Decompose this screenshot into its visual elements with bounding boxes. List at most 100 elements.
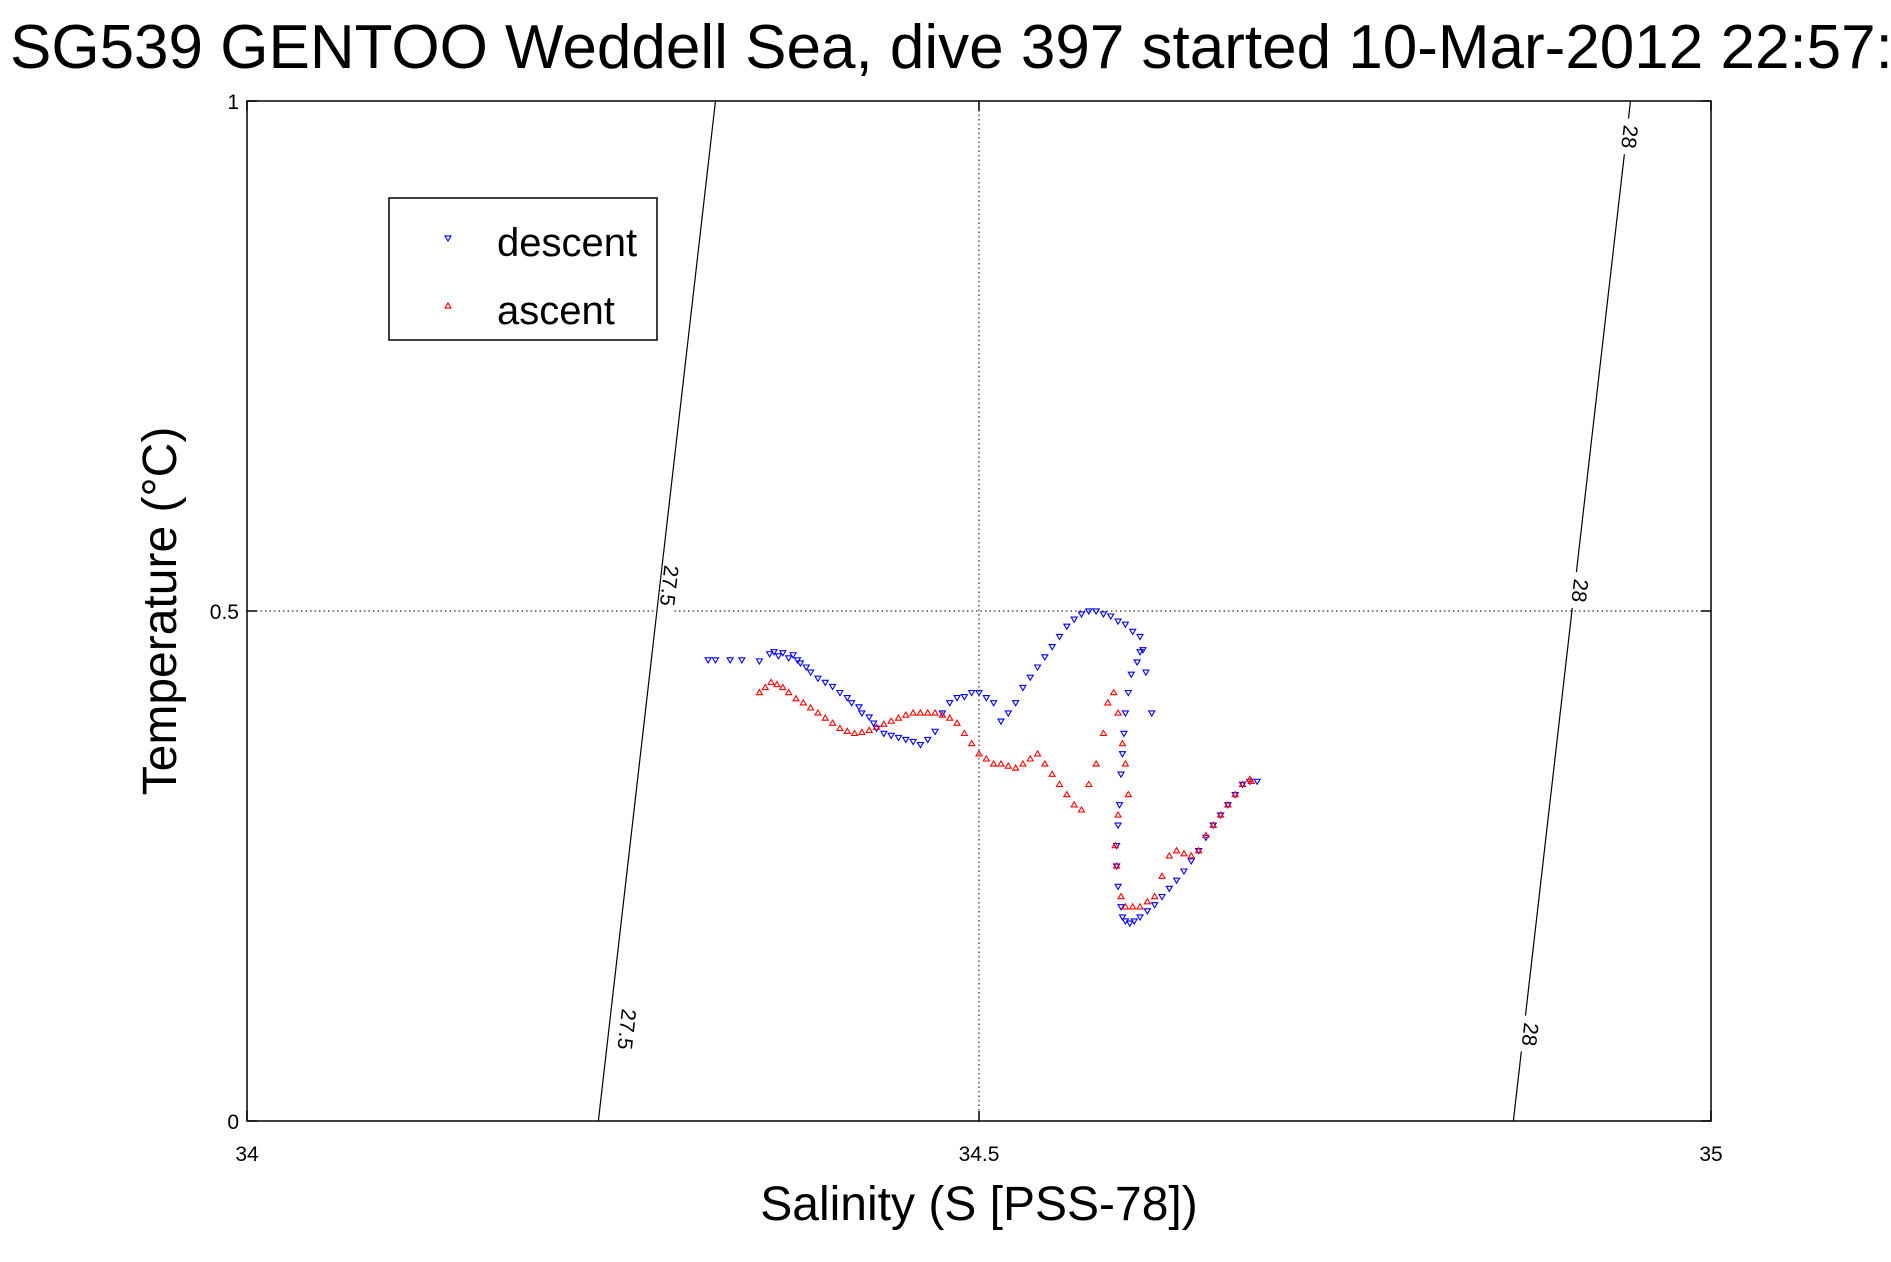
descent-point-79 [1130,918,1139,926]
descent-point-82 [1150,902,1159,909]
legend-marker-ascent [444,301,452,309]
legend-label-descent: descent [497,221,637,265]
ascent-point-32 [982,754,991,762]
legend-marker-descent-glyph [444,235,452,243]
descent-point-23 [865,714,874,722]
ascent-point-48 [1099,729,1108,737]
ascent-point-12 [835,724,844,731]
descent-point-16 [821,679,830,687]
ascent-point-63 [1150,892,1159,900]
descent-point-29 [901,736,910,744]
descent-point-24 [869,720,878,728]
ascent-point-29 [960,729,969,737]
descent-point-40 [982,695,991,702]
descent-point-3 [737,657,746,665]
ascent-point-52 [1118,739,1127,747]
x-tick-label-34: 34 [235,1143,259,1166]
descent-point-39 [975,689,983,697]
descent-point-52 [1070,616,1079,624]
descent-point-26 [879,730,888,738]
descent-point-32 [923,736,932,744]
ascent-point-57 [1112,861,1121,869]
descent-point-25 [872,725,881,733]
ascent-point-62 [1143,897,1152,905]
ascent-point-9 [813,708,822,716]
descent-point-14 [806,669,815,677]
y-axis-label: Temperature (°C) [134,427,187,796]
ascent-point-19 [887,717,896,724]
ascent-point-15 [857,728,866,736]
descent-point-74 [1114,883,1123,891]
descent-point-31 [916,741,925,749]
ascent-point-3 [773,680,781,688]
descent-point-81 [1143,908,1152,915]
descent-point-68 [1118,751,1127,758]
ascent-point-36 [1011,763,1020,771]
ascent-point-5 [784,688,793,696]
chart-title: SG539 GENTOO Weddell Sea, dive 397 start… [10,13,1891,82]
ascent-point-75 [1238,780,1247,788]
descent-point-84 [1165,885,1174,893]
ascent-point-1 [761,683,770,691]
descent-point-43 [1004,710,1013,718]
descent-point-98 [1141,669,1150,677]
ascent-point-20 [894,714,903,721]
descent-point-87 [1187,858,1196,865]
ascent-point-53 [1121,759,1130,767]
contour-label-gap [614,997,638,1061]
contour-label-group-28-1: 28 [1566,571,1592,610]
descent-point-34 [938,710,947,718]
descent-point-19 [843,695,852,702]
ascent-point-49 [1103,698,1112,706]
ascent-point-50 [1109,688,1118,696]
y-tick-label-1: 1 [227,91,239,114]
descent-point-65 [1124,689,1133,697]
ascent-point-31 [975,749,983,757]
ascent-point-8 [806,703,815,711]
ascent-point-37 [1018,759,1027,767]
ascent-point-35 [1004,761,1013,769]
descent-point-50 [1055,633,1064,641]
contour-label-gap [657,553,681,618]
ascent-point-33 [989,759,998,767]
ascent-point-67 [1179,849,1188,857]
ascent-point-39 [1033,749,1042,757]
descent-point-80 [1136,914,1145,922]
contour-label-27-5: 27.5 [655,564,683,607]
density-contours: 27.5 27.5 28 28 28 [597,100,1642,1122]
ascent-point-65 [1165,851,1174,859]
grid-lines [247,101,1711,1121]
ascent-point-16 [865,726,874,733]
ascent-point-58 [1117,892,1125,900]
ascent-point-34 [996,759,1005,767]
descent-point-83 [1158,893,1166,901]
descent-point-56 [1099,611,1108,619]
descent-point-99 [1147,710,1156,718]
descent-point-46 [1026,674,1035,682]
ascent-point-38 [1026,754,1035,762]
y-axis-tick-labels: 00.51 [210,91,239,1134]
descent-point-42 [996,718,1005,726]
legend-label-ascent: ascent [497,289,615,333]
ascent-point-68 [1187,851,1196,859]
legend-marker-descent [444,235,452,243]
x-tick-label-35: 35 [1699,1143,1722,1166]
ascent-point-26 [938,710,947,718]
descent-point-59 [1121,621,1130,629]
legend: descent ascent [388,197,658,341]
descent-point-17 [828,683,837,691]
contour-label-group-28-0: 28 [1517,1015,1542,1054]
ascent-point-56 [1111,841,1120,849]
ascent-point-46 [1084,780,1093,788]
descent-point-10 [789,652,798,659]
descent-point-51 [1062,623,1071,631]
ascent-point-61 [1136,902,1145,910]
y-tick-label-0: 0 [227,1111,239,1134]
ascent-point-21 [901,710,910,718]
descent-point-78 [1125,920,1134,928]
density-contour-27-5-0 [597,100,717,1122]
ascent-series [755,678,1256,910]
descent-point-21 [854,704,863,711]
descent-point-66 [1121,710,1130,718]
